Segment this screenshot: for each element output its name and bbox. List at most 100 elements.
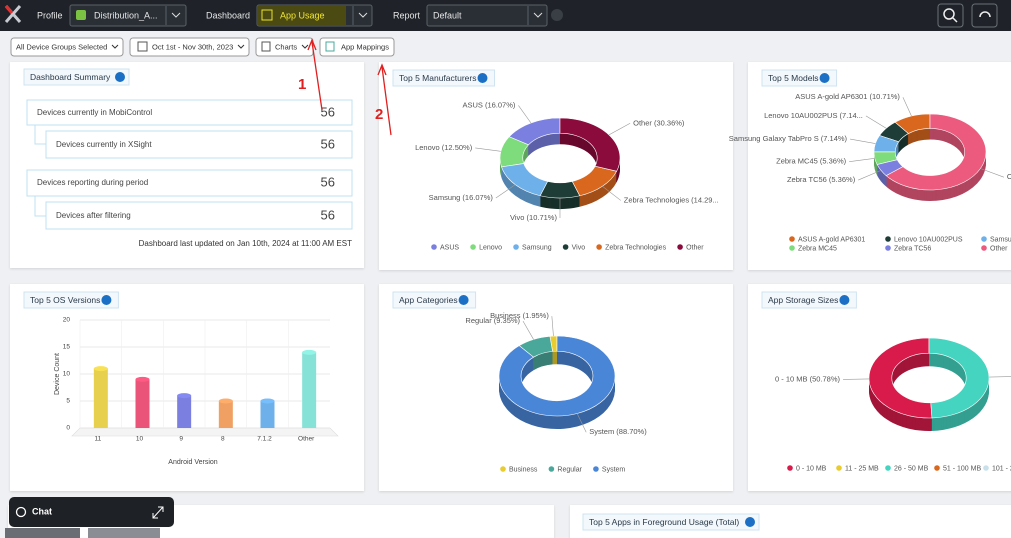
bar xyxy=(302,352,317,428)
legend-swatch xyxy=(885,465,891,471)
title-box xyxy=(23,68,130,86)
y-tick-label: 5 xyxy=(66,398,70,405)
panel-title: Top 5 Models xyxy=(768,73,819,83)
legend-label: 0 - 10 MB xyxy=(796,465,827,472)
bar xyxy=(93,368,108,428)
info-icon[interactable] xyxy=(101,295,112,305)
report-label: Report xyxy=(393,10,421,20)
search-icon xyxy=(943,8,955,20)
legend-swatch xyxy=(470,244,476,250)
info-icon[interactable] xyxy=(477,73,488,83)
legend-swatch xyxy=(513,244,519,250)
y-tick-label: 20 xyxy=(63,317,71,324)
chevron xyxy=(111,44,119,49)
legend-label: Regular xyxy=(557,466,582,473)
legend-swatch xyxy=(981,245,987,251)
legend-label: Samsung Galaxy TabPro S xyxy=(990,236,1011,243)
logo-accent xyxy=(4,5,14,14)
row-label: Devices after filtering xyxy=(56,211,131,220)
x-axis-title: Android Version xyxy=(168,459,218,466)
report-value: Default xyxy=(433,10,462,20)
summary-row xyxy=(26,99,353,126)
info-icon[interactable] xyxy=(819,73,830,83)
leader-line xyxy=(602,186,621,201)
bar-top xyxy=(260,398,275,404)
x-tick-label: 9 xyxy=(179,436,183,443)
row-value: 56 xyxy=(321,174,335,189)
y-tick-label: 10 xyxy=(63,371,71,378)
leader-line xyxy=(576,413,587,433)
charts-text: Charts xyxy=(275,42,297,51)
highlight xyxy=(258,6,346,25)
data-label: Zebra Technologies (14.29... xyxy=(624,195,719,204)
data-label: Other (30.36%) xyxy=(633,118,685,127)
info-icon[interactable] xyxy=(745,517,755,527)
legend-swatch xyxy=(934,465,940,471)
legend-swatch xyxy=(983,465,989,471)
summary-row xyxy=(26,169,353,197)
info-icon[interactable] xyxy=(115,72,125,82)
row-value: 56 xyxy=(321,136,335,151)
annotation: 1 xyxy=(298,76,306,93)
device-group-filter[interactable] xyxy=(10,37,124,57)
x-tick-label: Other xyxy=(298,436,315,443)
legend-label: Lenovo xyxy=(479,244,502,251)
tab[interactable] xyxy=(88,528,160,538)
data-label: System (88.70%) xyxy=(589,427,647,436)
report-select[interactable] xyxy=(426,4,548,27)
y-axis-title: Device Count xyxy=(54,353,61,395)
data-label: Other (64.29%) xyxy=(1007,172,1011,181)
legend-label: Zebra MC45 xyxy=(798,245,837,252)
summary-row xyxy=(45,130,353,159)
chat-widget[interactable] xyxy=(9,497,174,527)
chevron xyxy=(171,12,181,18)
data-label: Lenovo (12.50%) xyxy=(415,143,473,152)
expand-icon[interactable] xyxy=(152,506,164,519)
legend-swatch xyxy=(789,236,795,242)
bar xyxy=(260,401,275,428)
panel-title: Dashboard Summary xyxy=(30,72,111,82)
title-box xyxy=(582,513,760,531)
legend-label: 51 - 100 MB xyxy=(943,465,981,472)
info-icon[interactable] xyxy=(458,295,469,305)
app-mappings-button[interactable] xyxy=(319,37,395,57)
legend-label: System xyxy=(602,466,626,473)
legend-label: Other xyxy=(686,244,704,251)
legend-label: Vivo xyxy=(572,244,586,251)
annotation: 2 xyxy=(375,106,383,123)
grid-icon xyxy=(261,9,273,21)
legend-swatch xyxy=(836,465,842,471)
legend-label: Lenovo 10AU002PUS xyxy=(894,236,963,243)
leader-line xyxy=(551,316,554,337)
support-button[interactable] xyxy=(971,3,998,28)
bar xyxy=(177,395,192,428)
date-filter[interactable] xyxy=(129,37,250,57)
dashboard-value: App Usage xyxy=(280,10,325,20)
chevron xyxy=(358,12,368,18)
leader-line xyxy=(849,158,875,162)
legend-swatch xyxy=(789,245,795,251)
legend-label: 11 - 25 MB xyxy=(845,465,879,472)
leader-line xyxy=(518,105,532,124)
title-box xyxy=(392,69,495,87)
tab[interactable] xyxy=(5,528,80,538)
search-button[interactable] xyxy=(937,3,964,28)
legend-label: 26 - 50 MB xyxy=(894,465,929,472)
chevron xyxy=(533,12,543,18)
bar-top xyxy=(135,376,150,382)
data-label: Zebra TC56 (5.36%) xyxy=(787,175,856,184)
profile-select[interactable] xyxy=(69,4,187,27)
legend-label: Samsung xyxy=(522,244,552,251)
panel xyxy=(379,62,733,270)
bar-top xyxy=(93,366,108,372)
data-label: Samsung Galaxy TabPro S (7.14%) xyxy=(729,134,848,143)
info-button[interactable] xyxy=(551,9,563,21)
info-icon[interactable] xyxy=(839,295,850,305)
data-label: ASUS (16.07%) xyxy=(462,100,515,109)
panel-title: App Storage Sizes xyxy=(768,295,838,305)
chat-label: Chat xyxy=(32,506,52,516)
legend-swatch xyxy=(596,244,602,250)
app-mappings-text: App Mappings xyxy=(341,42,389,51)
legend-swatch xyxy=(593,466,599,472)
